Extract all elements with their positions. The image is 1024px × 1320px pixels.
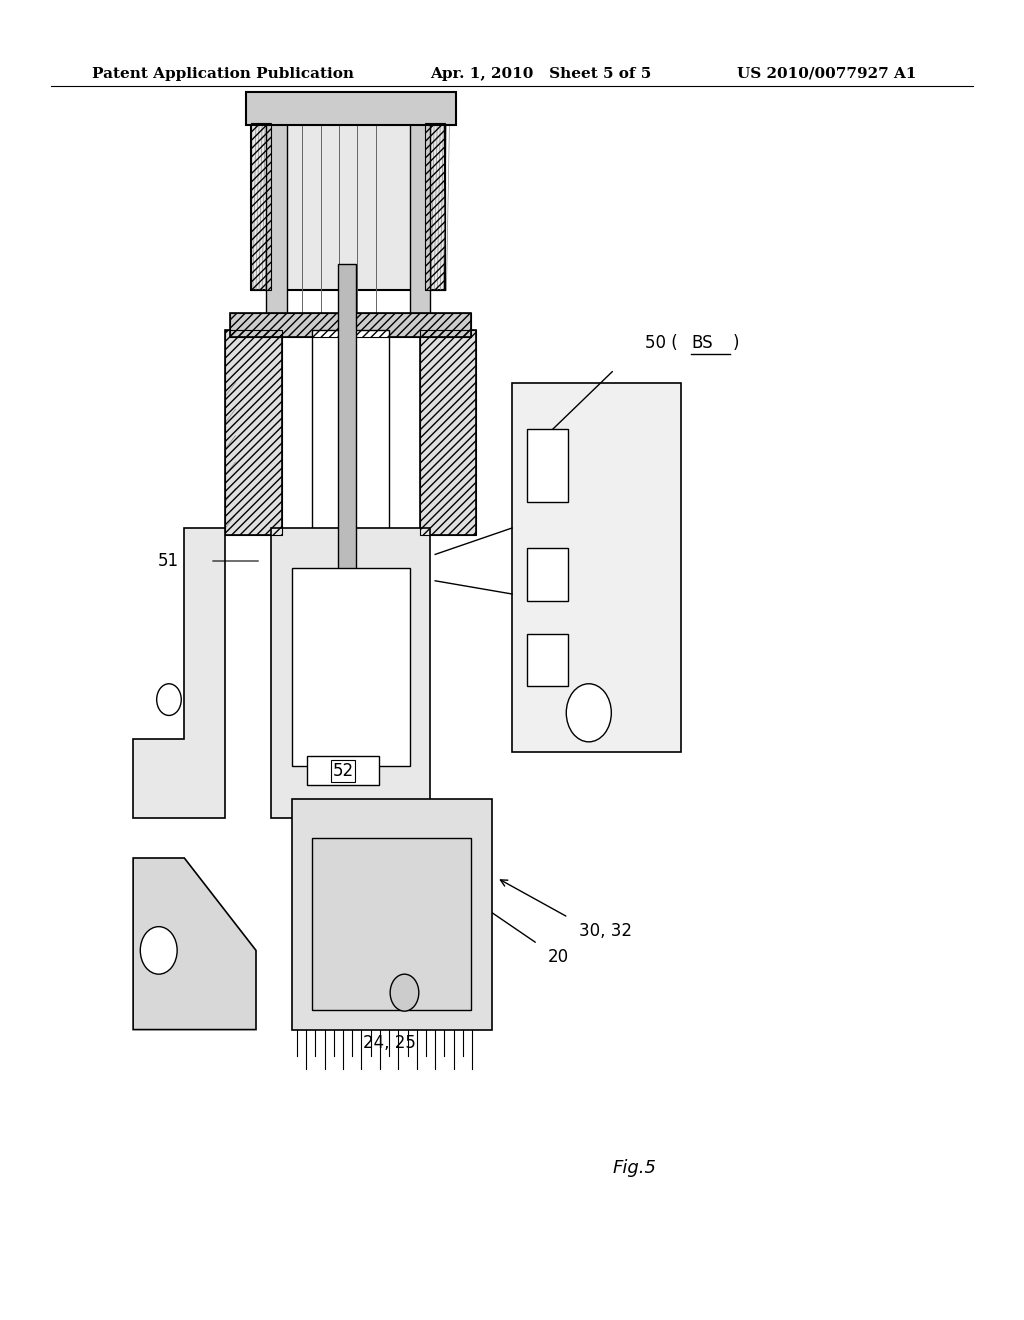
Bar xyxy=(425,123,445,290)
Text: 50 (: 50 ( xyxy=(645,334,678,352)
Bar xyxy=(271,528,430,818)
Bar xyxy=(292,799,492,1030)
Text: Patent Application Publication: Patent Application Publication xyxy=(92,67,354,81)
Bar xyxy=(307,756,379,785)
Bar xyxy=(527,634,568,686)
Polygon shape xyxy=(133,528,225,818)
Text: 52: 52 xyxy=(333,762,353,780)
Bar xyxy=(225,330,282,535)
Bar xyxy=(527,548,568,601)
Text: 20: 20 xyxy=(548,948,569,966)
Circle shape xyxy=(140,927,177,974)
Text: Apr. 1, 2010   Sheet 5 of 5: Apr. 1, 2010 Sheet 5 of 5 xyxy=(430,67,651,81)
Circle shape xyxy=(390,974,419,1011)
Text: Fig.5: Fig.5 xyxy=(613,1159,656,1177)
Bar xyxy=(225,330,282,535)
Bar xyxy=(266,119,287,317)
Bar xyxy=(312,330,389,535)
Bar xyxy=(420,330,476,535)
Bar xyxy=(410,119,430,317)
Bar xyxy=(230,313,471,337)
Text: 24, 25: 24, 25 xyxy=(362,1034,416,1052)
Bar xyxy=(512,383,681,752)
Text: 51: 51 xyxy=(158,552,179,570)
Bar xyxy=(338,264,356,660)
Bar xyxy=(102,106,696,1096)
Text: BS: BS xyxy=(691,334,713,352)
Bar xyxy=(420,330,476,535)
Text: US 2010/0077927 A1: US 2010/0077927 A1 xyxy=(737,67,916,81)
Polygon shape xyxy=(133,858,256,1030)
Circle shape xyxy=(566,684,611,742)
Bar xyxy=(312,838,471,1010)
Bar xyxy=(230,313,471,337)
Bar xyxy=(292,568,410,766)
Text: ): ) xyxy=(732,334,738,352)
Bar xyxy=(251,123,271,290)
Bar xyxy=(246,92,456,125)
Circle shape xyxy=(157,684,181,715)
Bar xyxy=(251,119,445,290)
Text: 30, 32: 30, 32 xyxy=(579,921,632,940)
Bar xyxy=(527,429,568,502)
